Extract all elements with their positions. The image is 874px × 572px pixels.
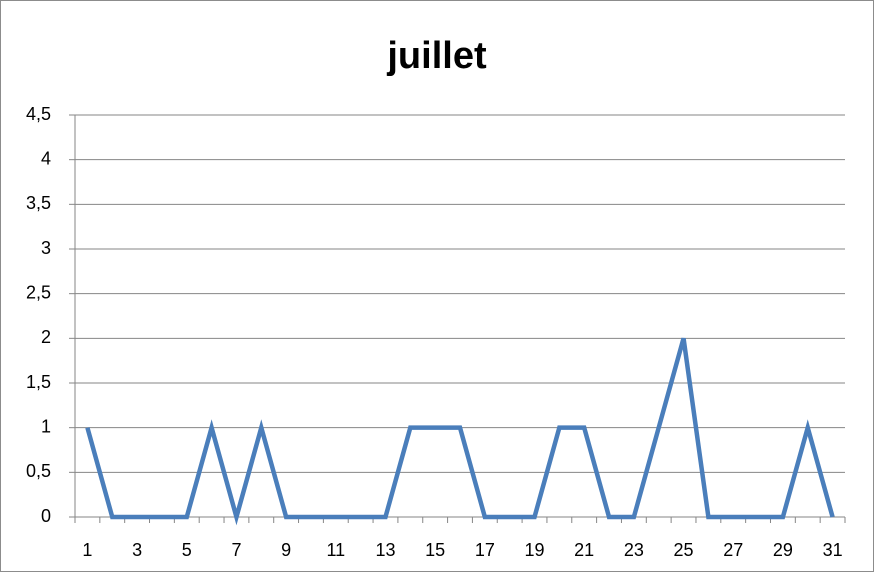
x-tick-label: 11: [326, 540, 345, 560]
y-tick-label: 0: [41, 506, 51, 526]
x-tick-label: 29: [773, 540, 793, 560]
y-tick-label: 3: [41, 238, 51, 258]
x-tick-label: 31: [823, 540, 843, 560]
x-tick-label: 21: [574, 540, 594, 560]
x-tick-label: 23: [624, 540, 644, 560]
x-tick-label: 27: [723, 540, 743, 560]
chart-title: juillet: [386, 35, 487, 77]
y-tick-label: 4: [41, 148, 51, 168]
x-tick-label: 7: [231, 540, 241, 560]
x-tick-label: 5: [182, 540, 192, 560]
y-tick-label: 2,5: [26, 282, 51, 302]
x-tick-label: 1: [82, 540, 92, 560]
y-tick-label: 2: [41, 327, 51, 347]
data-line: [85, 337, 835, 526]
y-tick-label: 3,5: [26, 193, 51, 213]
x-tick-label: 19: [525, 540, 545, 560]
x-tick-label: 3: [132, 540, 142, 560]
x-tick-label: 15: [425, 540, 445, 560]
x-tick-label: 13: [375, 540, 395, 560]
y-tick-label: 4,5: [26, 104, 51, 124]
x-tick-label: 9: [281, 540, 291, 560]
y-tick-label: 0,5: [26, 461, 51, 481]
y-tick-label: 1,5: [26, 372, 51, 392]
x-tick-label: 17: [475, 540, 495, 560]
y-tick-label: 1: [41, 416, 51, 436]
x-tick-label: 25: [674, 540, 694, 560]
